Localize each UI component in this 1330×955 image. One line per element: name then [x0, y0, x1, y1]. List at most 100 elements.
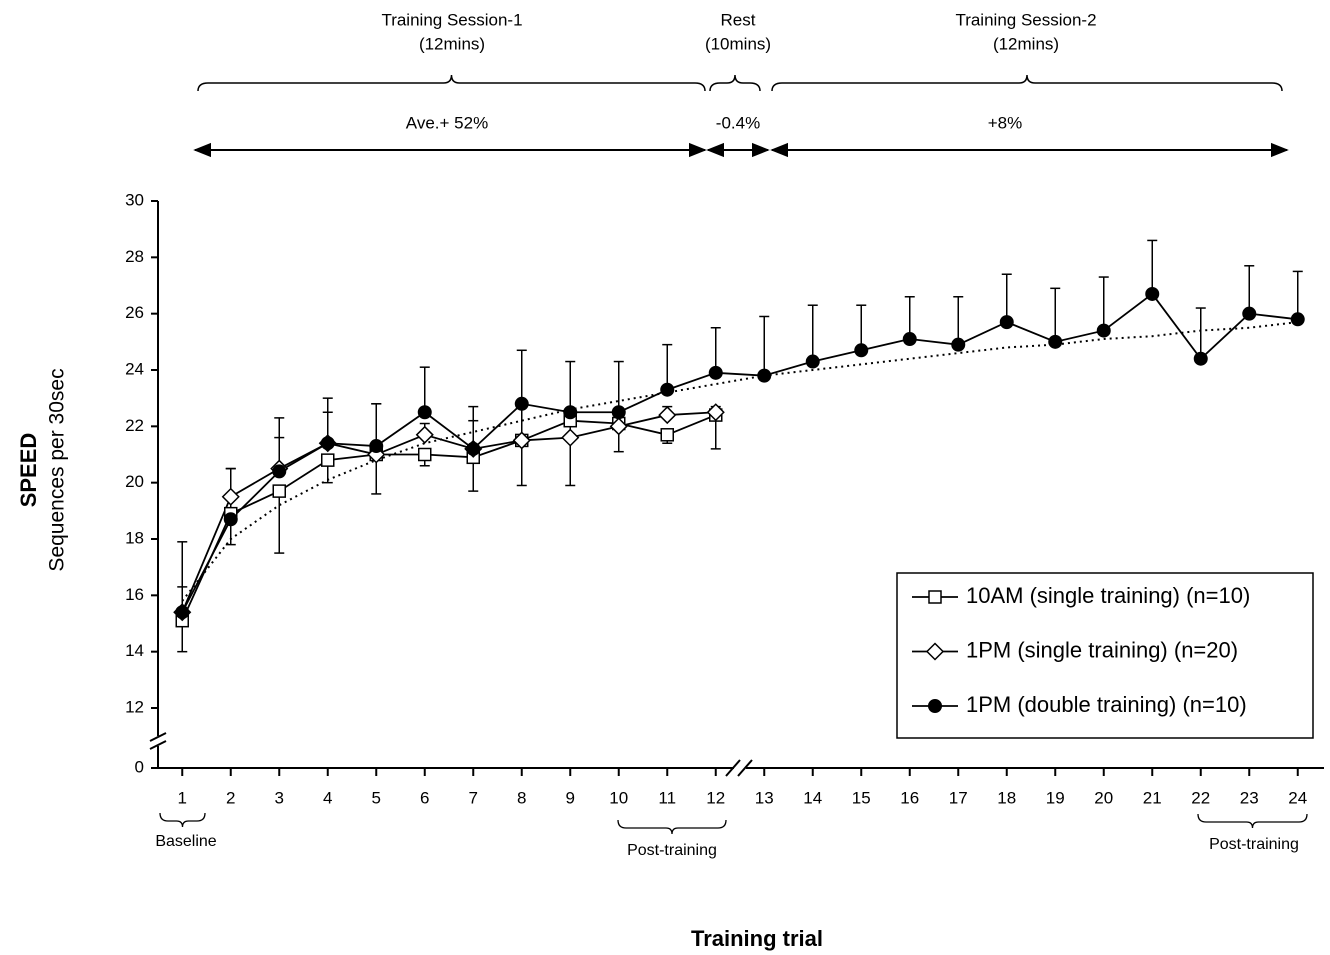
- point: [660, 382, 675, 397]
- y-tick-label: 0: [135, 757, 144, 776]
- point: [563, 405, 578, 420]
- point: [272, 464, 287, 479]
- x-tick-label: 22: [1191, 788, 1210, 807]
- point: [611, 405, 626, 420]
- series-line: [181, 411, 716, 613]
- period-label: Training Session-2: [955, 10, 1096, 29]
- point: [660, 428, 674, 442]
- point: [1193, 351, 1208, 366]
- x-tick-label: 14: [803, 788, 822, 807]
- x-bracket: [1197, 813, 1308, 829]
- point: [272, 484, 286, 498]
- x-axis-title: Training trial: [691, 926, 823, 951]
- point: [1096, 323, 1111, 338]
- point: [951, 337, 966, 352]
- x-tick-label: 23: [1240, 788, 1259, 807]
- x-tick-label: 11: [658, 788, 676, 807]
- x-tick-label: 1: [178, 788, 187, 807]
- x-bracket: [617, 819, 727, 835]
- y-tick-label: 16: [125, 585, 144, 604]
- x-tick-label: 18: [997, 788, 1016, 807]
- period-label: Training Session-1: [381, 10, 522, 29]
- point: [512, 431, 531, 450]
- legend-marker: [928, 699, 942, 713]
- point: [1290, 312, 1305, 327]
- period-label: Rest: [721, 10, 756, 29]
- point: [175, 605, 190, 620]
- y-tick-label: 20: [125, 472, 144, 491]
- period-label: (12mins): [419, 34, 485, 53]
- legend-label: 1PM (double training) (n=10): [966, 692, 1247, 717]
- period-change: Ave.+ 52%: [406, 113, 488, 132]
- x-tick-label: 10: [609, 788, 628, 807]
- period-label: (12mins): [993, 34, 1059, 53]
- point: [1242, 306, 1257, 321]
- point: [417, 405, 432, 420]
- legend-marker: [928, 590, 942, 604]
- y-axis-subtitle: Sequences per 30sec: [46, 368, 69, 571]
- point: [221, 487, 240, 506]
- x-bracket-label: Post-training: [627, 842, 717, 859]
- y-tick-label: 28: [125, 247, 144, 266]
- period-label: (10mins): [705, 34, 771, 53]
- x-tick-label: 9: [566, 788, 575, 807]
- point: [609, 417, 628, 436]
- y-tick-label: 12: [125, 697, 144, 716]
- y-tick-label: 14: [125, 641, 144, 660]
- x-bracket-label: Baseline: [155, 833, 216, 850]
- point: [999, 315, 1014, 330]
- point: [561, 428, 580, 447]
- x-bracket: [159, 812, 206, 828]
- period-brace: [197, 74, 706, 92]
- point: [415, 425, 434, 444]
- point: [466, 441, 481, 456]
- period-change: -0.4%: [716, 113, 760, 132]
- point: [321, 453, 335, 467]
- trendline: [181, 321, 1298, 602]
- x-tick-label: 15: [852, 788, 871, 807]
- x-axis-break: [725, 759, 753, 777]
- point: [902, 332, 917, 347]
- series-line: [181, 292, 1298, 613]
- x-tick-label: 2: [226, 788, 235, 807]
- point: [223, 512, 238, 527]
- period-brace: [709, 74, 761, 92]
- point: [1145, 286, 1160, 301]
- x-bracket-label: Post-training: [1209, 836, 1299, 853]
- y-tick-label: 18: [125, 528, 144, 547]
- y-axis-break: [149, 732, 167, 750]
- series-line: [181, 414, 717, 622]
- x-tick-label: 5: [372, 788, 381, 807]
- y-tick-label: 30: [125, 190, 144, 209]
- x-tick-label: 8: [517, 788, 526, 807]
- x-tick-label: 19: [1046, 788, 1065, 807]
- x-tick-label: 13: [755, 788, 774, 807]
- x-tick-label: 24: [1288, 788, 1307, 807]
- period-change: +8%: [988, 113, 1023, 132]
- point: [658, 406, 677, 425]
- point: [1048, 334, 1063, 349]
- x-tick-label: 3: [275, 788, 284, 807]
- x-tick-label: 21: [1143, 788, 1162, 807]
- point: [757, 368, 772, 383]
- legend-label: 1PM (single training) (n=20): [966, 637, 1238, 662]
- period-brace: [771, 74, 1283, 92]
- y-axis-title: SPEED: [16, 433, 41, 508]
- x-tick-label: 12: [706, 788, 725, 807]
- x-tick-label: 16: [900, 788, 919, 807]
- x-tick-label: 20: [1094, 788, 1113, 807]
- point: [418, 447, 432, 462]
- point: [854, 343, 869, 358]
- point: [805, 354, 820, 369]
- x-tick-label: 6: [420, 788, 429, 807]
- legend-box: [896, 572, 1314, 739]
- legend-marker: [925, 642, 945, 661]
- point: [369, 439, 384, 454]
- x-tick-label: 7: [469, 788, 478, 807]
- point: [320, 436, 335, 451]
- y-tick-label: 26: [125, 303, 144, 322]
- y-tick-label: 22: [125, 416, 144, 435]
- point: [708, 365, 723, 380]
- legend-label: 10AM (single training) (n=10): [966, 583, 1250, 608]
